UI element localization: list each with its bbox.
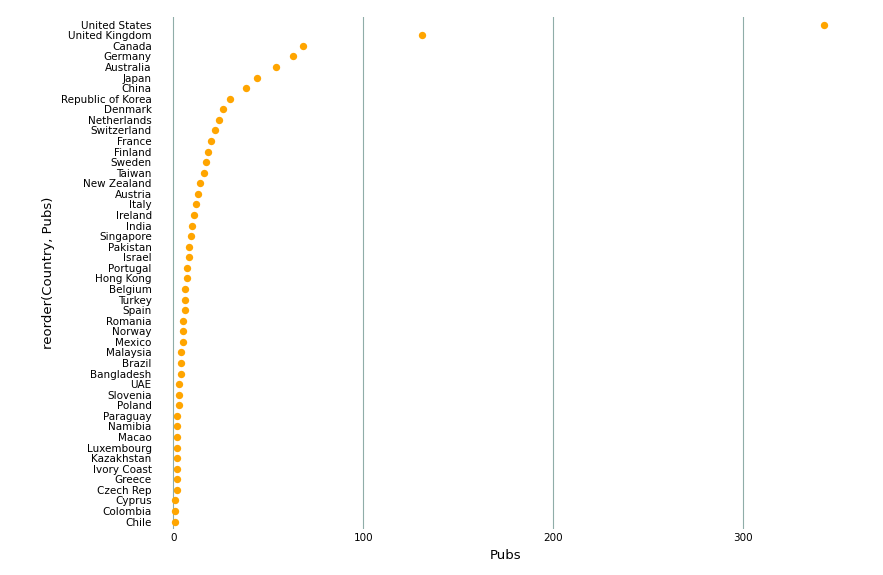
- Point: [187, 210, 201, 220]
- Point: [174, 358, 188, 367]
- Point: [176, 316, 190, 325]
- Point: [172, 380, 186, 389]
- Point: [296, 41, 310, 51]
- Point: [269, 62, 283, 71]
- Point: [286, 52, 300, 61]
- Point: [193, 179, 208, 188]
- Point: [169, 507, 183, 516]
- Point: [415, 30, 429, 40]
- Point: [185, 221, 200, 230]
- Point: [189, 200, 203, 209]
- Point: [204, 136, 218, 145]
- Point: [174, 348, 188, 357]
- Point: [182, 252, 196, 262]
- Point: [170, 443, 185, 452]
- Point: [169, 496, 183, 505]
- Point: [200, 147, 215, 156]
- Point: [191, 189, 205, 198]
- Point: [172, 390, 186, 399]
- Y-axis label: reorder(Country, Pubs): reorder(Country, Pubs): [42, 197, 56, 349]
- Point: [176, 338, 190, 347]
- Point: [180, 274, 194, 283]
- Point: [177, 305, 192, 315]
- Point: [177, 295, 192, 304]
- Point: [250, 73, 264, 82]
- X-axis label: Pubs: Pubs: [490, 549, 521, 562]
- Point: [199, 158, 213, 167]
- Point: [174, 369, 188, 378]
- Point: [172, 401, 186, 410]
- Point: [176, 327, 190, 336]
- Point: [170, 422, 185, 431]
- Point: [169, 517, 183, 526]
- Point: [170, 485, 185, 494]
- Point: [208, 126, 223, 135]
- Point: [177, 285, 192, 294]
- Point: [238, 83, 253, 93]
- Point: [170, 454, 185, 463]
- Point: [180, 263, 194, 273]
- Point: [215, 105, 230, 114]
- Point: [170, 432, 185, 442]
- Point: [197, 168, 211, 177]
- Point: [182, 242, 196, 251]
- Point: [170, 464, 185, 473]
- Point: [223, 94, 238, 103]
- Point: [817, 20, 831, 29]
- Point: [212, 115, 226, 124]
- Point: [170, 475, 185, 484]
- Point: [184, 232, 198, 241]
- Point: [170, 411, 185, 420]
